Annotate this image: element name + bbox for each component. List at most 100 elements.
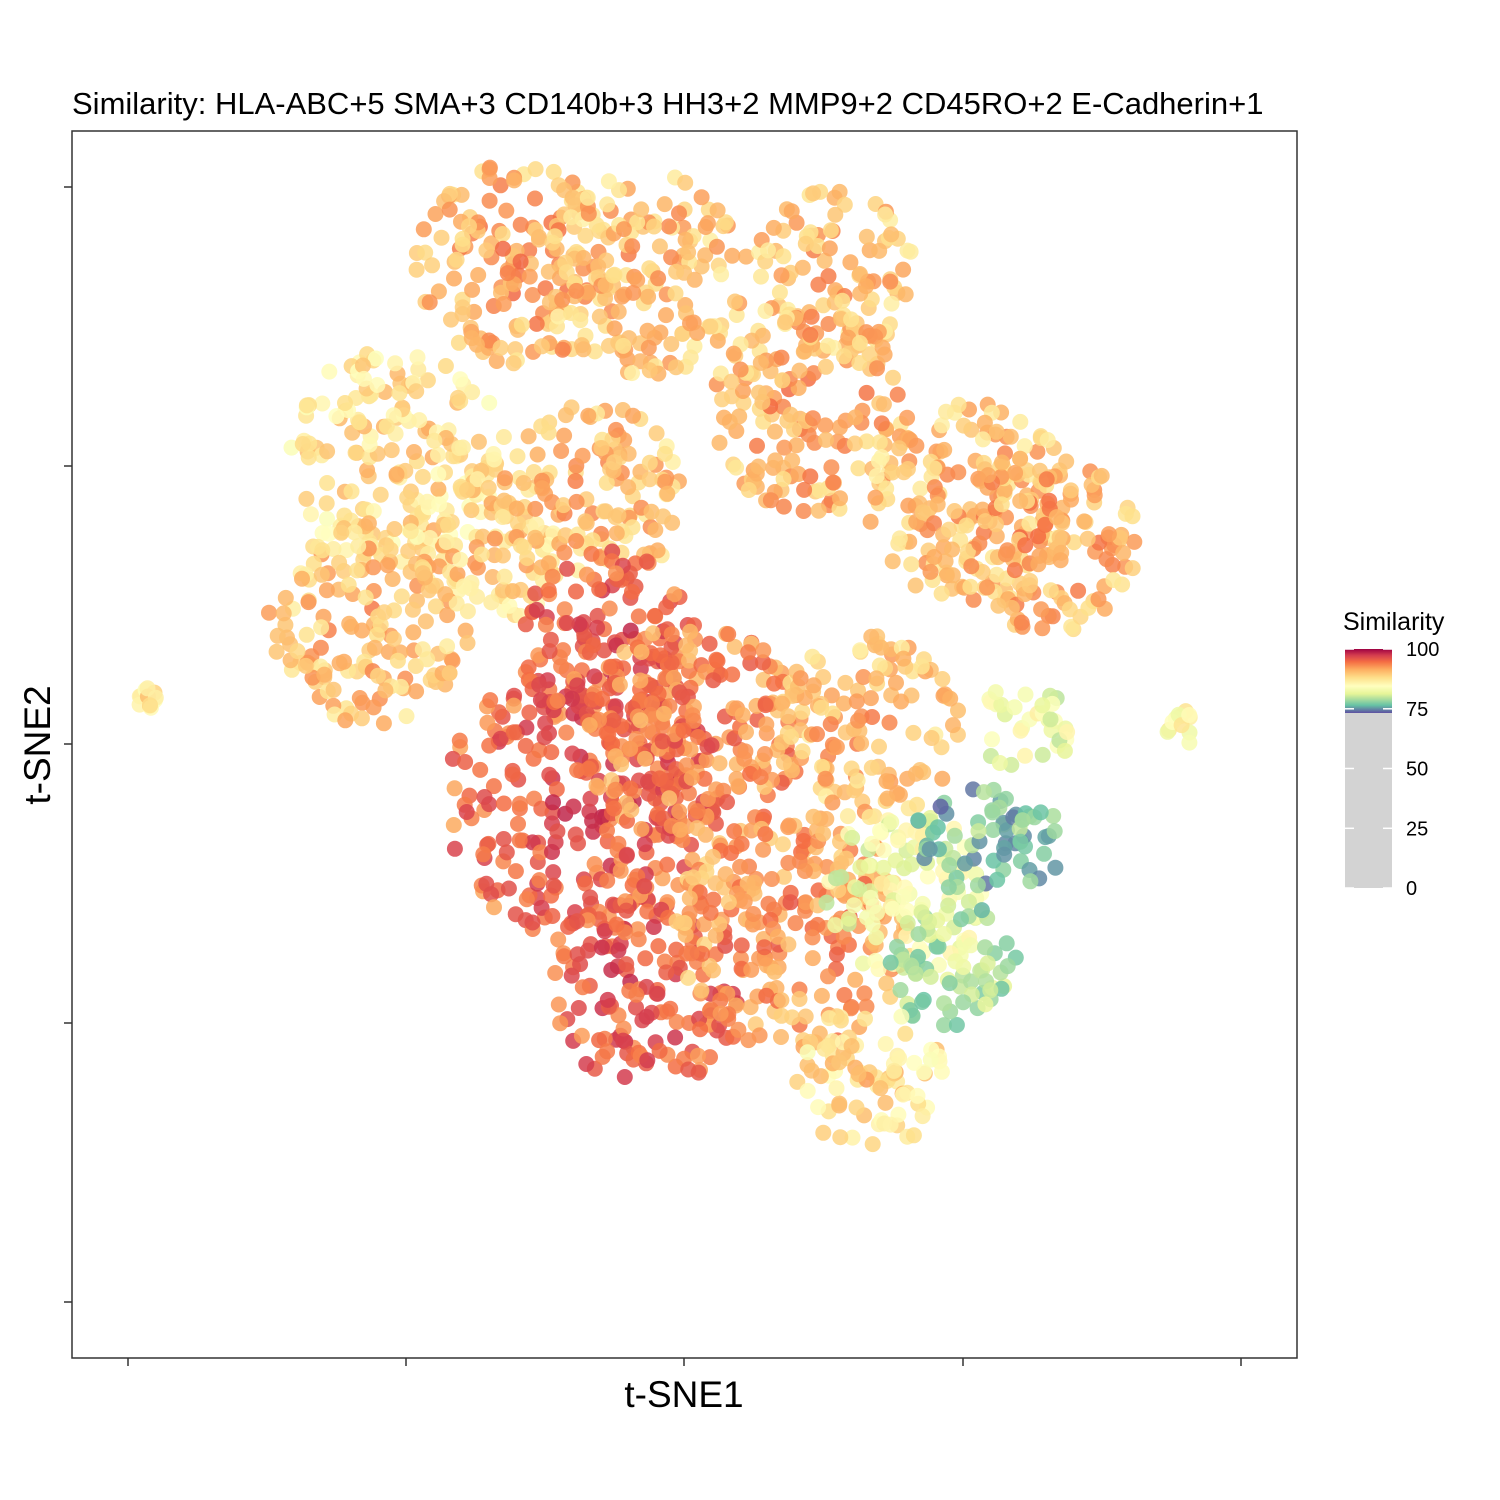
scatter-point [615,337,632,354]
scatter-point [809,726,825,743]
scatter-point [852,859,869,876]
scatter-point [836,196,853,213]
scatter-point [388,466,405,483]
scatter-point [960,893,977,910]
scatter-point [827,206,844,223]
scatter-point [862,513,879,530]
scatter-point [1016,438,1033,455]
scatter-point [783,203,800,220]
scatter-point [486,451,503,468]
scatter-point [680,785,697,802]
scatter-point [883,295,900,312]
scatter-point [773,267,790,284]
scatter-point [862,889,879,906]
scatter-point [633,644,650,660]
scatter-point [450,389,466,406]
scatter-point [463,502,480,519]
scatter-point [804,410,821,427]
scatter-point [702,318,719,335]
scatter-point [473,546,490,563]
scatter-point [929,496,946,513]
scatter-point [457,754,474,770]
scatter-point [599,822,615,839]
scatter-point [612,862,629,879]
scatter-point [370,667,386,684]
scatter-point [776,868,792,885]
scatter-point [839,808,856,825]
scatter-point [884,553,901,570]
scatter-point [963,558,980,575]
scatter-point [773,349,790,366]
scatter-point [831,1095,848,1112]
scatter-point [782,406,799,423]
scatter-point [406,444,422,460]
scatter-point [641,454,658,471]
scatter-point [709,202,726,219]
scatter-point [713,266,730,283]
scatter-point [298,490,315,507]
scatter-point [369,377,386,393]
scatter-point [812,1068,829,1085]
scatter-point [404,601,421,618]
scatter-point [512,216,529,233]
scatter-point [494,547,511,564]
scatter-point [575,341,592,358]
scatter-point [855,669,872,685]
scatter-point [955,417,972,434]
scatter-point [950,702,966,719]
scatter-point [658,964,675,981]
scatter-point [400,543,417,560]
scatter-point [720,894,737,911]
scatter-point [655,508,672,525]
scatter-point [709,332,726,349]
scatter-point [668,1014,685,1030]
scatter-point [1046,823,1063,840]
scatter-point [802,468,819,485]
scatter-point [300,594,317,611]
scatter-point [1100,526,1117,543]
scatter-point [598,474,615,491]
x-axis-ticks [127,1358,1242,1366]
scatter-point [875,859,892,876]
scatter-point [524,287,541,303]
scatter-point [985,822,1002,838]
scatter-point [752,354,769,371]
scatter-point [1012,722,1029,739]
scatter-point [988,528,1005,545]
scatter-point [805,365,822,382]
scatter-point [655,705,672,722]
scatter-point [541,294,558,311]
scatter-point [834,292,851,309]
scatter-point [314,542,331,559]
scatter-point [851,355,868,371]
scatter-point [982,982,999,999]
scatter-point [841,910,857,927]
scatter-point [550,308,567,325]
scatter-point [499,265,516,282]
scatter-point [633,821,650,837]
scatter-point [885,369,901,386]
scatter-point [646,607,663,624]
scatter-point [607,781,624,798]
scatter-point [754,327,771,344]
scatter-point [537,616,554,633]
scatter-point [1181,707,1198,723]
scatter-point [440,516,456,533]
scatter-point [912,480,929,497]
scatter-point [844,829,861,846]
scatter-point [505,724,522,741]
scatter-point [603,962,620,978]
scatter-point [521,268,538,285]
scatter-point [705,962,721,979]
scatter-point [674,689,691,706]
scatter-point [1012,413,1029,430]
scatter-point [340,576,357,593]
scatter-point [521,242,538,259]
scatter-point [850,1066,867,1083]
scatter-point [755,654,771,671]
scatter-point [537,715,554,732]
scatter-point [622,622,639,639]
scatter-point [615,1032,632,1049]
scatter-point [746,874,763,891]
scatter-point [825,474,842,491]
